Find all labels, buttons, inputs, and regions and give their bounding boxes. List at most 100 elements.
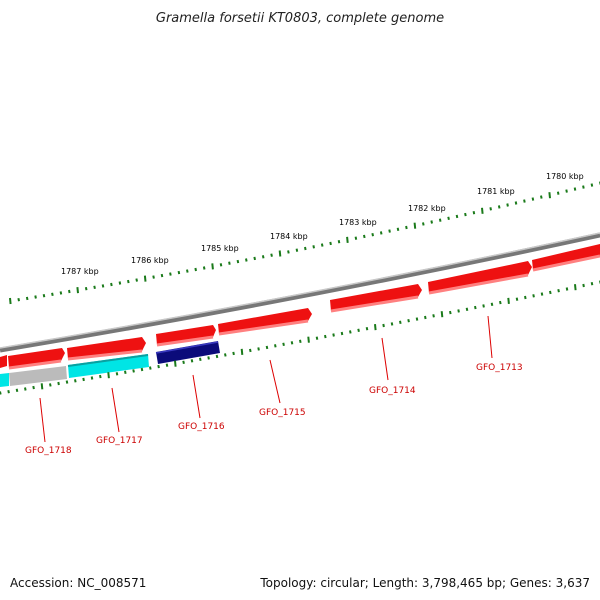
upper-scale-minor-tick <box>160 273 164 278</box>
topology-label: Topology: circular; Length: 3,798,465 bp… <box>259 576 590 590</box>
upper-scale-major-tick <box>346 236 349 243</box>
upper-scale-minor-tick <box>135 278 138 282</box>
upper-scale-minor-tick <box>371 233 374 237</box>
gene-arrow-gfo-1717[interactable] <box>68 354 149 378</box>
gene-arrow-gfo-1714[interactable] <box>330 284 422 311</box>
upper-scale-minor-tick <box>405 225 408 230</box>
upper-scale-major-tick <box>9 297 12 305</box>
upper-scale-minor-tick <box>169 272 172 276</box>
lower-scale-minor-tick <box>324 334 327 339</box>
lower-scale-minor-tick <box>232 351 235 356</box>
lower-scale-minor-tick <box>257 347 260 351</box>
gene-arrow-gfo-1715[interactable] <box>218 308 312 334</box>
upper-scale-minor-tick <box>287 250 290 254</box>
lower-scale-minor-tick <box>399 320 402 324</box>
gene-arrow-forward[interactable] <box>8 348 65 368</box>
upper-scale-minor-tick <box>101 284 105 288</box>
gene-arrow-forward[interactable] <box>0 355 7 368</box>
upper-scale-minor-tick <box>84 287 88 291</box>
genome-backbone-highlight <box>0 232 600 349</box>
scale-label-1786: 1786 kbp <box>131 256 169 265</box>
lower-scale-minor-tick <box>65 380 69 384</box>
upper-scale-minor-tick <box>388 229 391 233</box>
gene-arrow-gfo-1713[interactable] <box>428 261 532 293</box>
lower-scale-minor-tick <box>524 295 527 300</box>
lower-scale-minor-tick <box>474 305 477 310</box>
upper-scale-minor-tick <box>540 195 543 199</box>
lower-scale-minor-tick <box>7 390 10 394</box>
gene-label-gfo-1714[interactable]: GFO_1714 <box>369 386 416 396</box>
lower-scale-minor-tick <box>149 366 152 370</box>
lower-scale-minor-tick <box>482 304 485 308</box>
upper-scale-minor-tick <box>422 222 425 226</box>
upper-scale-minor-tick <box>202 266 206 270</box>
upper-scale-minor-tick <box>295 248 299 252</box>
upper-scale-minor-tick <box>582 185 585 189</box>
upper-scale-minor-tick <box>455 214 459 219</box>
lower-scale-major-tick <box>507 297 510 304</box>
lower-scale-minor-tick <box>449 310 452 315</box>
lower-scale-minor-tick <box>407 319 410 323</box>
upper-scale-minor-tick <box>17 298 20 302</box>
gene-arrow-reverse[interactable] <box>0 373 9 387</box>
lower-scale-minor-tick <box>457 309 460 313</box>
scale-label-1785: 1785 kbp <box>201 244 239 253</box>
genome-backbone <box>0 232 600 353</box>
gene-arrow-forward[interactable] <box>156 325 216 345</box>
upper-scale-minor-tick <box>430 220 433 224</box>
gene-shading <box>67 354 149 367</box>
upper-scale-minor-tick <box>329 241 332 246</box>
lower-scale-minor-tick <box>157 364 160 369</box>
lower-scale-minor-tick <box>15 388 19 392</box>
scale-label-1784: 1784 kbp <box>270 232 308 241</box>
upper-scale-minor-tick <box>565 189 568 193</box>
lower-scale-minor-tick <box>340 331 344 336</box>
scale-labels: 1780 kbp 1781 kbp 1782 kbp 1783 kbp 1784… <box>61 172 584 276</box>
upper-scale-minor-tick <box>261 255 265 259</box>
upper-scale-minor-tick <box>93 285 96 289</box>
lower-scale-minor-tick <box>32 385 35 390</box>
gene-labels: GFO_1713 GFO_1714 GFO_1715 GFO_1716 GFO_… <box>25 363 523 456</box>
lower-scale-minor-tick <box>332 333 335 337</box>
lower-scale-minor-tick <box>57 381 60 386</box>
gene-label-gfo-1715[interactable]: GFO_1715 <box>259 408 306 418</box>
lower-scale-minor-tick <box>207 356 210 360</box>
upper-scale-track <box>9 181 600 305</box>
upper-scale-minor-tick <box>152 275 155 279</box>
upper-scale-minor-tick <box>219 263 223 267</box>
gene-arrow-gfo-1718[interactable] <box>9 366 67 386</box>
gene-label-gfo-1713[interactable]: GFO_1713 <box>476 363 523 373</box>
lower-scale-minor-tick <box>590 282 594 286</box>
lower-scale-minor-tick <box>315 336 319 340</box>
upper-scale-minor-tick <box>531 197 535 201</box>
lower-scale-minor-tick <box>132 369 135 373</box>
lower-scale-minor-tick <box>282 342 285 346</box>
lower-scale-minor-tick <box>582 283 585 288</box>
gene-arrow-gfo-1716[interactable] <box>156 341 220 364</box>
upper-scale-minor-tick <box>523 199 526 203</box>
gene-label-gfo-1718[interactable]: GFO_1718 <box>25 446 72 456</box>
lower-scale-minor-tick <box>182 360 185 364</box>
lower-scale-major-tick <box>240 348 244 355</box>
gene-arrow-forward[interactable] <box>67 337 146 359</box>
upper-scale-minor-tick <box>464 212 467 217</box>
upper-scale-major-tick <box>413 222 417 229</box>
lower-scale-minor-tick <box>490 302 494 306</box>
gene-label-gfo-1716[interactable]: GFO_1716 <box>178 422 225 432</box>
upper-scale-minor-tick <box>245 258 248 262</box>
gene-arrow-forward[interactable] <box>532 244 600 270</box>
upper-scale-minor-tick <box>320 243 324 247</box>
lower-scale-minor-tick <box>357 328 360 332</box>
lower-scale-minor-tick <box>99 374 102 379</box>
lower-scale-minor-tick <box>82 377 85 382</box>
gene-shading <box>155 341 219 354</box>
lower-scale-minor-tick <box>499 300 502 305</box>
upper-scale-minor-tick <box>186 269 189 273</box>
scale-label-1781: 1781 kbp <box>477 187 515 196</box>
upper-scale-minor-tick <box>127 279 130 284</box>
lower-scale-minor-tick <box>90 376 94 380</box>
lower-scale-minor-tick <box>415 317 419 321</box>
gene-label-gfo-1717[interactable]: GFO_1717 <box>96 436 143 446</box>
upper-scale-minor-tick <box>354 236 358 240</box>
lower-scale-minor-tick <box>532 294 535 298</box>
